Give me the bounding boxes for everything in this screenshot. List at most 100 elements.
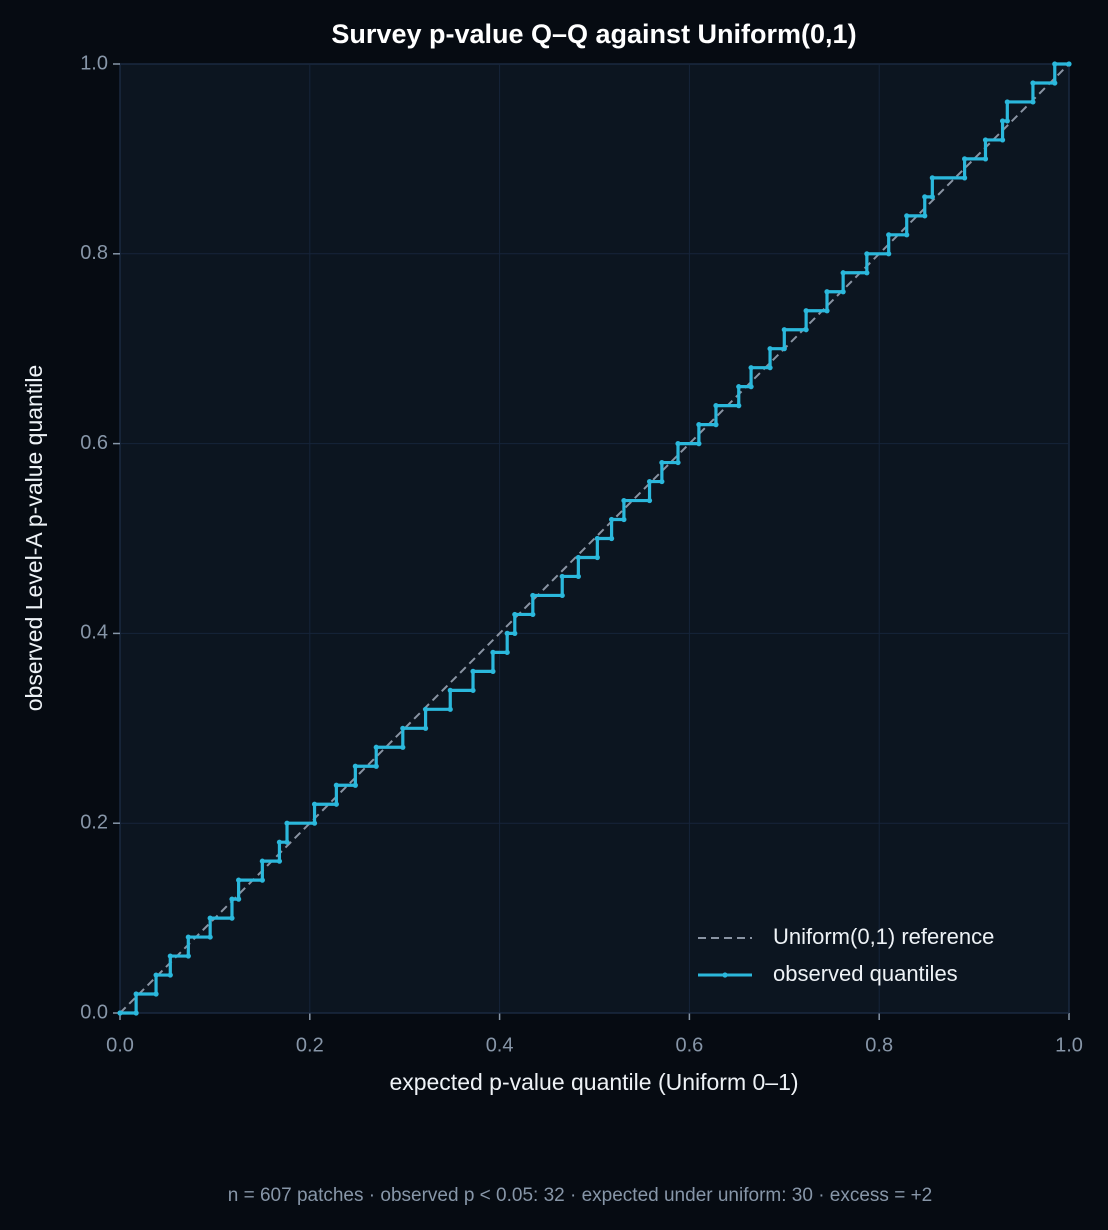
x-tick-label: 0.8 <box>865 1034 893 1056</box>
data-point <box>646 497 653 504</box>
data-point <box>675 459 681 466</box>
data-point <box>713 422 719 428</box>
data-point <box>621 516 627 523</box>
data-point <box>999 118 1006 124</box>
data-point <box>400 725 406 731</box>
data-point <box>1030 99 1036 105</box>
data-point <box>767 346 773 352</box>
data-point <box>207 915 213 921</box>
data-point <box>922 194 928 200</box>
data-point <box>824 289 830 295</box>
x-axis-label: expected p-value quantile (Uniform 0–1) <box>389 1069 798 1095</box>
data-point <box>1052 61 1058 67</box>
y-tick-label: 0.0 <box>80 1001 108 1023</box>
x-tick-label: 1.0 <box>1055 1034 1083 1056</box>
y-axis-label: observed Level-A p-value quantile <box>21 365 47 712</box>
data-point <box>696 422 702 428</box>
data-point <box>504 649 510 655</box>
data-point <box>284 839 290 845</box>
y-tick-label: 0.2 <box>80 811 108 833</box>
data-point <box>781 327 787 333</box>
x-tick-label: 0.2 <box>296 1034 324 1056</box>
data-point <box>575 554 581 561</box>
data-point <box>400 744 406 750</box>
data-point <box>512 611 518 618</box>
data-point <box>904 232 910 238</box>
data-point <box>922 213 928 219</box>
data-point <box>904 213 910 219</box>
data-point <box>864 251 870 257</box>
data-point <box>236 877 242 883</box>
data-point <box>736 384 742 390</box>
data-point <box>490 668 496 674</box>
data-point <box>982 156 989 162</box>
data-point <box>153 972 159 978</box>
data-point <box>659 478 665 485</box>
data-point <box>929 175 935 181</box>
data-point <box>1052 80 1058 86</box>
data-point <box>133 1010 139 1016</box>
data-point <box>352 782 358 788</box>
data-point <box>748 384 754 390</box>
data-point <box>962 156 968 162</box>
y-tick-label: 0.8 <box>80 242 108 264</box>
data-point <box>675 441 681 447</box>
data-point <box>490 649 496 655</box>
data-point <box>736 403 742 409</box>
data-point <box>167 953 173 959</box>
data-point <box>999 137 1006 143</box>
data-point <box>803 327 809 333</box>
data-point <box>352 763 358 769</box>
data-point <box>259 877 265 883</box>
data-point <box>236 896 242 902</box>
data-point <box>422 706 429 712</box>
data-point <box>886 232 892 238</box>
data-point <box>133 991 139 997</box>
footer-note: n = 607 patches · observed p < 0.05: 32 … <box>228 1185 933 1206</box>
data-point <box>470 687 476 693</box>
data-point <box>594 535 600 542</box>
data-point <box>117 1010 123 1016</box>
data-point <box>259 858 265 864</box>
data-point <box>696 441 702 447</box>
data-point <box>824 308 830 314</box>
data-point <box>803 308 809 314</box>
chart-title: Survey p-value Q–Q against Uniform(0,1) <box>331 19 856 49</box>
data-point <box>767 365 773 371</box>
data-point <box>530 611 536 618</box>
data-point <box>559 573 565 580</box>
data-point <box>840 270 846 276</box>
data-point <box>659 459 665 466</box>
legend-label: observed quantiles <box>773 961 958 986</box>
data-point <box>229 896 235 902</box>
data-point <box>781 346 787 352</box>
data-point <box>840 289 846 295</box>
data-point <box>608 516 615 523</box>
data-point <box>504 630 510 637</box>
data-point <box>886 251 892 257</box>
data-point <box>229 915 235 921</box>
data-point <box>447 687 453 693</box>
data-point <box>1030 80 1036 86</box>
x-tick-label: 0.4 <box>486 1034 514 1056</box>
data-point <box>447 706 453 712</box>
data-point <box>167 972 173 978</box>
data-point <box>608 535 615 542</box>
x-tick-label: 0.0 <box>106 1034 134 1056</box>
data-point <box>373 744 379 750</box>
data-point <box>575 573 581 580</box>
y-tick-label: 0.6 <box>80 432 108 454</box>
data-point <box>207 934 213 940</box>
series-line <box>120 62 1069 1015</box>
data-point <box>333 782 339 788</box>
data-point <box>284 820 290 826</box>
data-point <box>530 592 536 599</box>
x-tick-label: 0.6 <box>675 1034 703 1056</box>
data-point <box>1066 61 1072 67</box>
data-point <box>512 630 518 637</box>
data-point <box>470 668 476 674</box>
data-point <box>929 194 935 200</box>
data-point <box>311 820 318 826</box>
data-point <box>276 839 283 845</box>
data-point <box>982 137 989 143</box>
